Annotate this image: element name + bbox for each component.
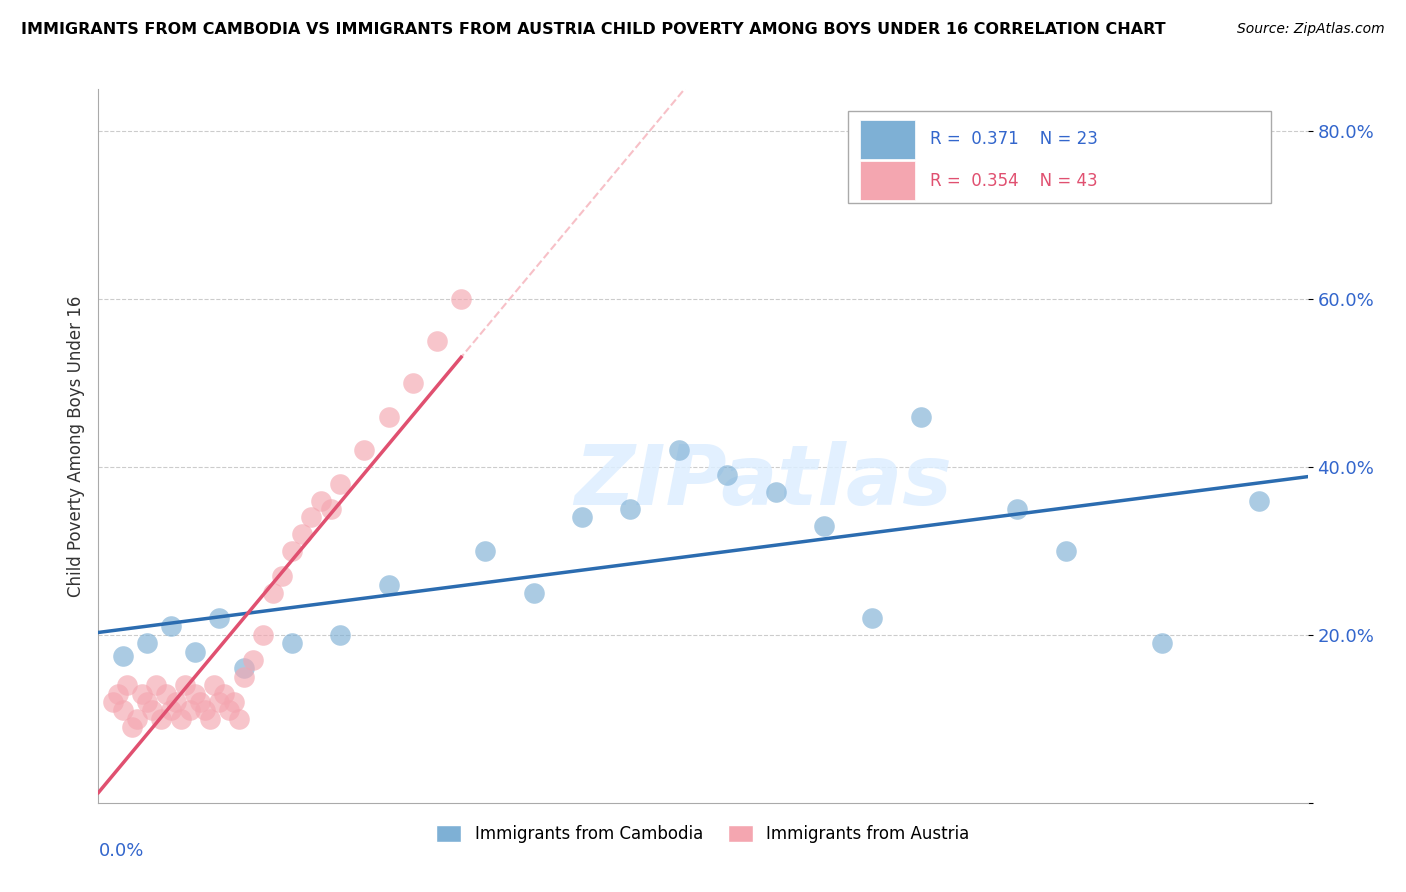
Legend: Immigrants from Cambodia, Immigrants from Austria: Immigrants from Cambodia, Immigrants fro… [427,817,979,852]
Point [262,586,284,600]
Text: R =  0.354    N = 43: R = 0.354 N = 43 [931,171,1098,189]
Text: 0.0%: 0.0% [98,842,143,860]
Point [228,712,250,726]
Point [155,687,177,701]
Point [860,611,883,625]
Text: Source: ZipAtlas.com: Source: ZipAtlas.com [1237,22,1385,37]
Text: R =  0.371    N = 23: R = 0.371 N = 23 [931,130,1098,148]
Point [329,628,352,642]
Point [426,334,449,348]
Point [184,645,207,659]
Point [160,703,183,717]
Point [271,569,294,583]
Point [208,611,231,625]
Point [150,712,173,726]
Point [716,468,738,483]
Point [377,409,399,424]
Point [309,493,332,508]
Point [232,670,254,684]
Point [141,703,163,717]
Point [198,712,221,726]
Point [184,687,207,701]
Point [450,292,472,306]
Point [179,703,201,717]
Point [290,527,312,541]
Point [402,376,425,390]
Point [107,687,129,701]
Point [474,544,496,558]
Point [377,577,399,591]
Point [111,703,134,717]
Point [208,695,231,709]
Point [117,678,139,692]
Point [910,409,932,424]
Point [101,695,124,709]
Point [169,712,191,726]
Point [571,510,593,524]
Point [111,648,134,663]
Point [160,619,183,633]
Point [135,636,157,650]
FancyBboxPatch shape [860,120,915,159]
Point [668,443,690,458]
Point [1249,493,1271,508]
Point [281,544,304,558]
Point [813,518,835,533]
FancyBboxPatch shape [860,161,915,200]
Point [145,678,167,692]
Point [131,687,153,701]
Point [252,628,274,642]
Point [1054,544,1077,558]
FancyBboxPatch shape [848,111,1271,203]
Point [319,502,342,516]
Point [218,703,240,717]
Point [165,695,187,709]
Point [121,720,143,734]
Point [188,695,211,709]
Point [619,502,641,516]
Point [523,586,546,600]
Point [765,485,787,500]
Y-axis label: Child Poverty Among Boys Under 16: Child Poverty Among Boys Under 16 [66,295,84,597]
Point [127,712,149,726]
Point [232,661,254,675]
Point [353,443,375,458]
Point [329,476,352,491]
Point [135,695,157,709]
Text: ZIPatlas: ZIPatlas [575,442,952,522]
Text: IMMIGRANTS FROM CAMBODIA VS IMMIGRANTS FROM AUSTRIA CHILD POVERTY AMONG BOYS UND: IMMIGRANTS FROM CAMBODIA VS IMMIGRANTS F… [21,22,1166,37]
Point [281,636,304,650]
Point [1152,636,1174,650]
Point [204,678,226,692]
Point [242,653,264,667]
Point [1007,502,1029,516]
Point [174,678,197,692]
Point [222,695,245,709]
Point [299,510,322,524]
Point [194,703,217,717]
Point [212,687,235,701]
